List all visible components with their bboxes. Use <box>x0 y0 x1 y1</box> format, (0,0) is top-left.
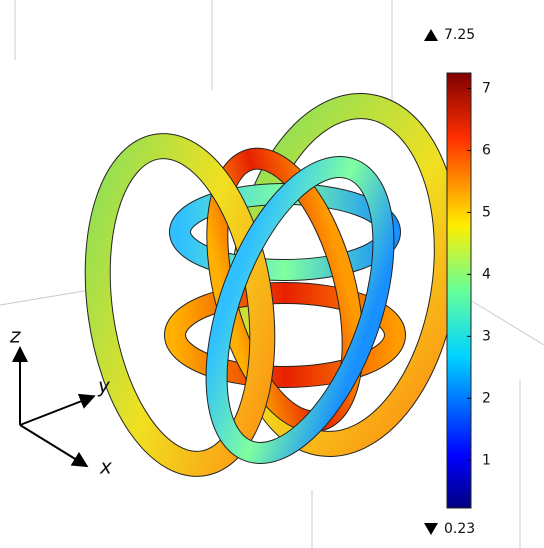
colorbar-max: 7.25 <box>444 27 475 43</box>
colorbar-tick-label: 1 <box>482 452 491 468</box>
x-axis-label: x <box>99 455 112 479</box>
colorbar-tick-label: 3 <box>482 328 491 344</box>
colorbar-tick-label: 5 <box>482 204 491 220</box>
coils <box>84 93 460 477</box>
max-marker <box>424 29 438 41</box>
colorbar-min: 0.23 <box>444 521 475 537</box>
colorbar-tick-label: 7 <box>482 80 491 96</box>
colorbar <box>446 72 472 509</box>
axis-triad <box>12 346 96 468</box>
colorbar-tick-label: 2 <box>482 390 491 406</box>
z-axis-label: z <box>9 324 21 348</box>
colorbar-tick-label: 6 <box>482 142 491 158</box>
min-marker <box>424 523 438 535</box>
colorbar-tick-label: 4 <box>482 266 491 282</box>
y-axis-label: y <box>97 374 111 398</box>
